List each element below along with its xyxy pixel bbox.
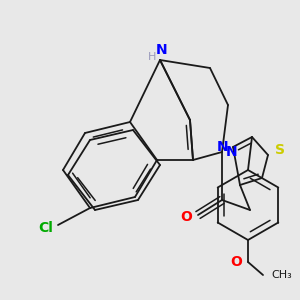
Text: N: N	[226, 145, 238, 159]
Text: S: S	[275, 143, 285, 157]
Text: Cl: Cl	[39, 221, 53, 235]
Text: CH₃: CH₃	[271, 270, 292, 280]
Text: O: O	[180, 210, 192, 224]
Text: O: O	[230, 255, 242, 269]
Text: H: H	[148, 52, 156, 62]
Text: N: N	[217, 140, 229, 154]
Text: N: N	[156, 43, 168, 57]
